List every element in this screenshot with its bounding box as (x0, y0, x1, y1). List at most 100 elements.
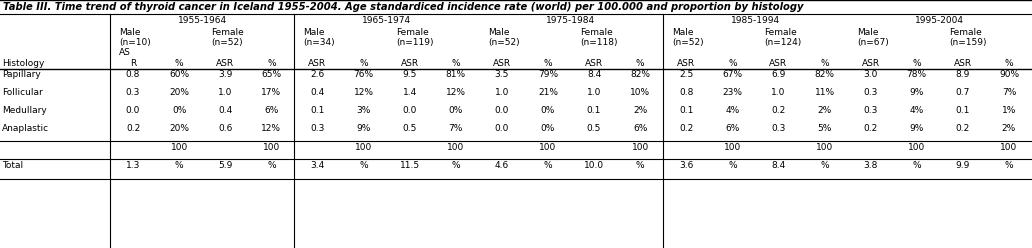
Text: Male: Male (673, 28, 694, 37)
Text: 1.0: 1.0 (771, 88, 785, 97)
Text: Female: Female (949, 28, 981, 37)
Text: 9.9: 9.9 (956, 161, 970, 170)
Text: 65%: 65% (261, 70, 282, 79)
Text: 1995-2004: 1995-2004 (915, 16, 964, 25)
Text: 11.5: 11.5 (399, 161, 420, 170)
Text: 5.9: 5.9 (218, 161, 232, 170)
Text: %: % (912, 59, 922, 68)
Text: 23%: 23% (722, 88, 742, 97)
Text: 0.8: 0.8 (679, 88, 694, 97)
Text: %: % (451, 161, 460, 170)
Text: 0.1: 0.1 (587, 106, 602, 115)
Text: 3.5: 3.5 (494, 70, 509, 79)
Text: ASR: ASR (400, 59, 419, 68)
Text: 0.0: 0.0 (126, 106, 140, 115)
Text: ASR: ASR (954, 59, 972, 68)
Text: %: % (451, 59, 460, 68)
Text: ASR: ASR (770, 59, 787, 68)
Text: 7%: 7% (449, 124, 463, 133)
Text: 3.4: 3.4 (311, 161, 325, 170)
Text: 8.4: 8.4 (771, 161, 785, 170)
Text: 0.7: 0.7 (956, 88, 970, 97)
Text: %: % (174, 59, 184, 68)
Text: 0.6: 0.6 (218, 124, 232, 133)
Text: 1.0: 1.0 (218, 88, 232, 97)
Text: AS: AS (120, 48, 131, 57)
Text: (n=119): (n=119) (396, 38, 433, 47)
Text: %: % (544, 59, 552, 68)
Text: R: R (130, 59, 136, 68)
Text: %: % (267, 161, 276, 170)
Text: (n=52): (n=52) (488, 38, 520, 47)
Text: 0.3: 0.3 (126, 88, 140, 97)
Text: 8.4: 8.4 (587, 70, 602, 79)
Text: 1985-1994: 1985-1994 (731, 16, 780, 25)
Text: 20%: 20% (169, 124, 189, 133)
Text: %: % (544, 161, 552, 170)
Text: 0%: 0% (449, 106, 463, 115)
Text: (n=159): (n=159) (949, 38, 987, 47)
Text: 6%: 6% (633, 124, 647, 133)
Text: 0.1: 0.1 (311, 106, 325, 115)
Text: 10.0: 10.0 (584, 161, 604, 170)
Text: 0.2: 0.2 (864, 124, 878, 133)
Text: 0.0: 0.0 (494, 106, 509, 115)
Text: Table III. Time trend of thyroid cancer in Iceland 1955-2004. Age standardiced i: Table III. Time trend of thyroid cancer … (3, 2, 804, 12)
Text: (n=67): (n=67) (857, 38, 889, 47)
Text: %: % (912, 161, 922, 170)
Text: (n=10): (n=10) (120, 38, 151, 47)
Text: 0%: 0% (541, 124, 555, 133)
Text: 0.0: 0.0 (494, 124, 509, 133)
Text: 1955-1964: 1955-1964 (178, 16, 227, 25)
Text: %: % (359, 59, 367, 68)
Text: 3.9: 3.9 (218, 70, 232, 79)
Text: 60%: 60% (169, 70, 189, 79)
Text: 0.2: 0.2 (956, 124, 970, 133)
Text: %: % (1004, 59, 1013, 68)
Text: 100: 100 (540, 143, 556, 152)
Text: 4.6: 4.6 (494, 161, 509, 170)
Text: 3.0: 3.0 (864, 70, 878, 79)
Text: 9.5: 9.5 (402, 70, 417, 79)
Text: 2.5: 2.5 (679, 70, 694, 79)
Text: (n=118): (n=118) (580, 38, 618, 47)
Text: ASR: ASR (862, 59, 879, 68)
Text: 9%: 9% (356, 124, 370, 133)
Text: 6%: 6% (264, 106, 279, 115)
Text: 0.1: 0.1 (679, 106, 694, 115)
Text: (n=34): (n=34) (303, 38, 335, 47)
Text: ASR: ASR (585, 59, 603, 68)
Text: 81%: 81% (446, 70, 465, 79)
Text: ASR: ASR (493, 59, 511, 68)
Text: 11%: 11% (814, 88, 835, 97)
Text: Male: Male (488, 28, 510, 37)
Text: Medullary: Medullary (2, 106, 46, 115)
Text: 78%: 78% (907, 70, 927, 79)
Text: 9%: 9% (909, 88, 924, 97)
Text: 100: 100 (447, 143, 464, 152)
Text: 100: 100 (723, 143, 741, 152)
Text: %: % (636, 161, 644, 170)
Text: Female: Female (765, 28, 798, 37)
Text: 100: 100 (632, 143, 649, 152)
Text: 100: 100 (263, 143, 280, 152)
Text: 17%: 17% (261, 88, 282, 97)
Text: ASR: ASR (309, 59, 326, 68)
Text: Female: Female (580, 28, 613, 37)
Text: 6%: 6% (725, 124, 740, 133)
Text: %: % (728, 59, 737, 68)
Text: 100: 100 (908, 143, 926, 152)
Text: (n=124): (n=124) (765, 38, 802, 47)
Text: Male: Male (303, 28, 325, 37)
Text: 0.0: 0.0 (402, 106, 417, 115)
Text: 10%: 10% (631, 88, 650, 97)
Text: 12%: 12% (261, 124, 282, 133)
Text: 2%: 2% (817, 106, 832, 115)
Text: Follicular: Follicular (2, 88, 42, 97)
Text: 0.3: 0.3 (311, 124, 325, 133)
Text: ASR: ASR (216, 59, 234, 68)
Text: 4%: 4% (725, 106, 740, 115)
Text: 0.2: 0.2 (771, 106, 785, 115)
Text: 0.5: 0.5 (587, 124, 602, 133)
Text: %: % (267, 59, 276, 68)
